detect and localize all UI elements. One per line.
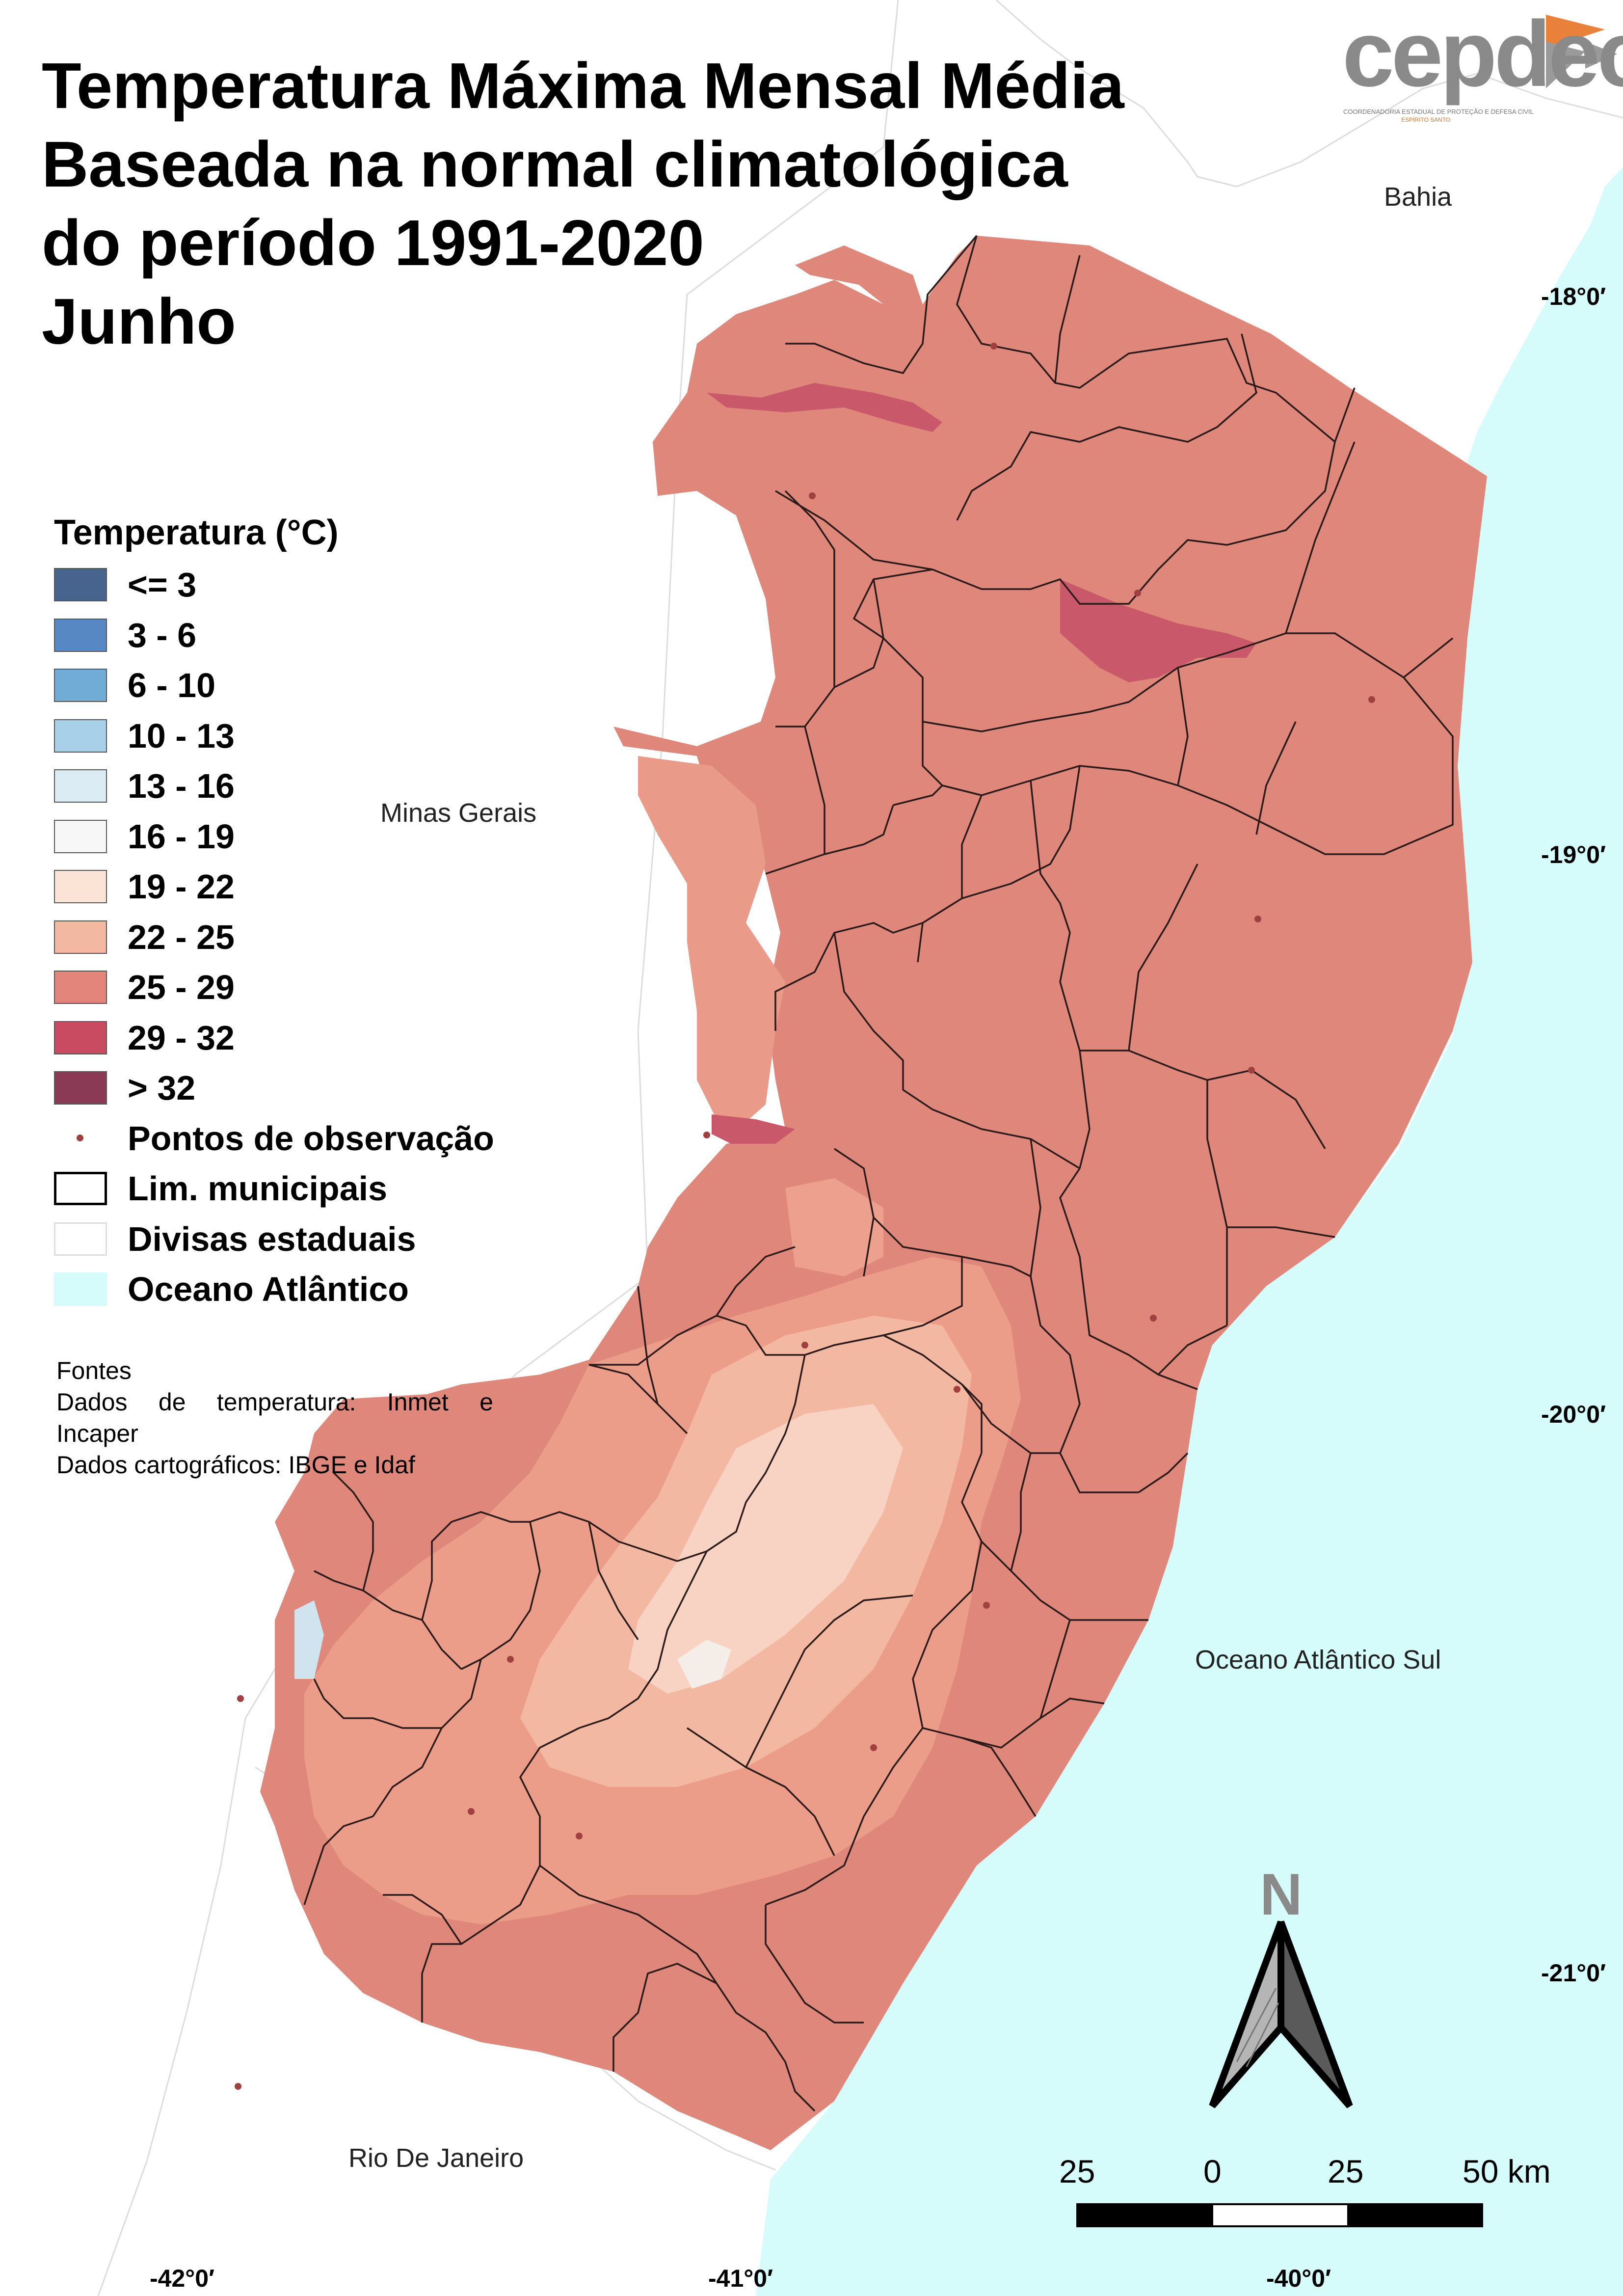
map-title: Temperatura Máxima Mensal Média Baseada …: [42, 47, 1269, 361]
legend-item: 13 - 16: [54, 761, 594, 811]
observation-points: [235, 343, 1375, 2090]
highland-peak: [628, 1404, 903, 1694]
caparao-cool: [294, 1600, 324, 1679]
legend-item: Pontos de observação: [54, 1113, 594, 1164]
legend-item: 22 - 25: [54, 912, 594, 963]
legend-item: 6 - 10: [54, 660, 594, 711]
state-border-bahia: [996, 0, 1623, 188]
legend-item: 3 - 6: [54, 610, 594, 661]
sources: Fontes Dados de temperatura: Inmet e Inc…: [56, 1355, 493, 1481]
legend-swatch: [54, 819, 107, 853]
coord-lon-40: -40°0′: [1266, 2265, 1331, 2292]
legend: Temperatura (°C) <= 3 3 - 6 6 - 10 10 - 13 1…: [54, 511, 594, 1315]
sources-heading: Fontes: [56, 1357, 132, 1384]
legend-item: 16 - 19: [54, 811, 594, 862]
legend-swatch: [54, 1222, 107, 1256]
label-rio-de-janeiro: Rio De Janeiro: [348, 2143, 524, 2173]
legend-label: Lim. municipais: [128, 1169, 387, 1208]
legend-item: Oceano Atlântico: [54, 1264, 594, 1315]
legend-label: 19 - 22: [128, 867, 235, 906]
label-oceano-atlantico-sul: Oceano Atlântico Sul: [1195, 1645, 1441, 1675]
logo-subtitle-2: ESPÍRITO SANTO: [1401, 116, 1451, 123]
ocean-area: [756, 0, 1623, 2296]
legend-swatch: [54, 1071, 107, 1105]
legend-item: Lim. municipais: [54, 1163, 594, 1214]
title-line-4: Junho: [42, 285, 236, 357]
legend-label: 13 - 16: [128, 767, 235, 806]
legend-label: <= 3: [128, 566, 197, 604]
warm-valley-rio-doce: [1060, 579, 1256, 682]
legend-label: 3 - 6: [128, 616, 197, 654]
legend-item: > 32: [54, 1063, 594, 1113]
legend-item: 25 - 29: [54, 962, 594, 1013]
coord-lat-21: -21°0′: [1541, 1959, 1606, 1987]
warm-valley-west: [712, 1114, 795, 1144]
legend-item: <= 3: [54, 560, 594, 610]
legend-swatch: [54, 870, 107, 904]
coord-lat-18: -18°0′: [1541, 283, 1606, 310]
legend-label: Oceano Atlântico: [128, 1270, 409, 1309]
title-line-1: Temperatura Máxima Mensal Média: [42, 50, 1124, 122]
legend-item: 29 - 32: [54, 1013, 594, 1063]
scale-label-3: 25: [1328, 2153, 1364, 2189]
legend-swatch: [54, 769, 107, 803]
legend-label: > 32: [128, 1069, 196, 1107]
legend-item: 10 - 13: [54, 711, 594, 761]
coord-lon-41: -41°0′: [708, 2265, 773, 2292]
cepdec-logo-icon: [1546, 15, 1617, 88]
north-interior-cool: [785, 1178, 883, 1276]
warm-valley-north: [707, 383, 942, 432]
label-bahia: Bahia: [1384, 182, 1452, 212]
legend-swatch: [54, 669, 107, 702]
logo-text: cepdec: [1342, 2, 1623, 106]
scale-label-1: 25: [1059, 2153, 1095, 2189]
legend-label: 25 - 29: [128, 968, 235, 1007]
legend-swatch: [54, 719, 107, 753]
highland-coolest: [677, 1640, 731, 1689]
coord-lat-20: -20°0′: [1541, 1401, 1606, 1428]
municipal-boundaries: [303, 235, 1454, 2112]
legend-label: Divisas estaduais: [128, 1219, 416, 1258]
scale-label-4: 50 km: [1463, 2153, 1551, 2189]
sources-line-1: Dados de temperatura: Inmet e: [56, 1388, 493, 1416]
legend-label: 22 - 25: [128, 918, 235, 956]
legend-swatch: [54, 618, 107, 652]
sources-line-3: Dados cartográficos: IBGE e Idaf: [56, 1451, 415, 1479]
label-minas-gerais: Minas Gerais: [380, 798, 537, 828]
legend-swatch: [54, 1272, 107, 1306]
legend-item: 19 - 22: [54, 862, 594, 912]
legend-label: 29 - 32: [128, 1018, 235, 1057]
west-cool-1: [638, 756, 785, 1139]
title-line-3: do período 1991-2020: [42, 207, 704, 279]
legend-title: Temperatura (°C): [54, 513, 339, 552]
legend-swatch: [54, 1021, 107, 1054]
cepdec-logo: cepdec COORDENADORIA ESTADUAL DE PROTEÇÃ…: [1342, 7, 1623, 125]
legend-swatch: [54, 568, 107, 602]
north-arrow-icon: [1209, 1920, 1353, 2108]
legend-label: 6 - 10: [128, 666, 215, 705]
sources-line-2: Incaper: [56, 1420, 138, 1447]
legend-swatch: [54, 1122, 107, 1155]
north-label: N: [1260, 1862, 1303, 1927]
coord-lon-42: -42°0′: [150, 2265, 215, 2292]
coord-lat-19: -19°0′: [1541, 841, 1606, 868]
legend-label: Pontos de observação: [128, 1119, 494, 1158]
legend-item: Divisas estaduais: [54, 1214, 594, 1265]
logo-subtitle: COORDENADORIA ESTADUAL DE PROTEÇÃO E DEF…: [1343, 108, 1534, 115]
legend-label: 16 - 19: [128, 817, 235, 856]
legend-swatch: [54, 1172, 107, 1206]
legend-label: 10 - 13: [128, 716, 235, 755]
legend-swatch: [54, 971, 107, 1004]
legend-swatch: [54, 920, 107, 954]
scale-bar: [1076, 2203, 1483, 2227]
scale-label-2: 0: [1203, 2153, 1222, 2189]
title-line-2: Baseada na normal climatológica: [42, 128, 1068, 200]
